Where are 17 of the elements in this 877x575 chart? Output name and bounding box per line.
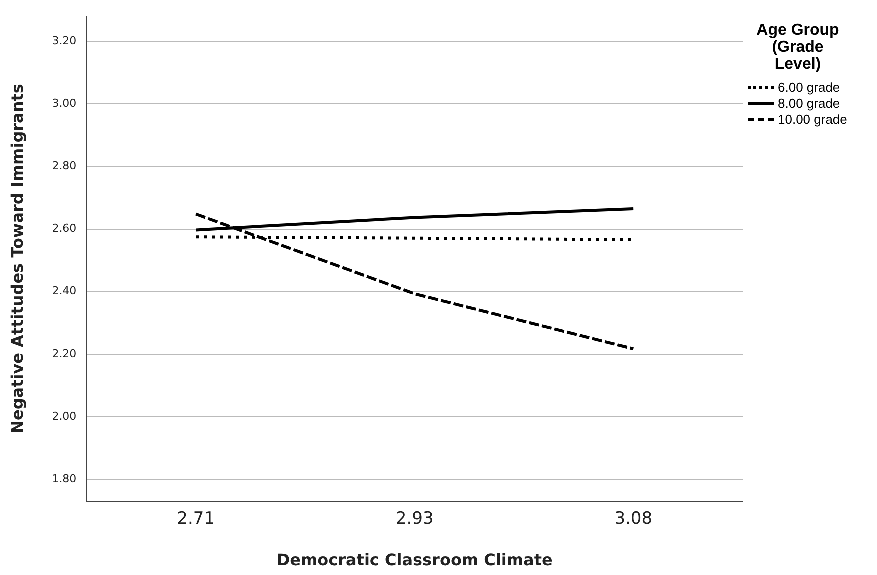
y-tick-label: 3.00 <box>52 97 77 110</box>
y-axis-title: Negative Attitudes Toward Immigrants <box>8 84 27 434</box>
x-axis-title: Democratic Classroom Climate <box>276 550 553 570</box>
y-tick-label: 3.20 <box>52 34 77 48</box>
y-tick-label: 2.60 <box>52 222 77 236</box>
legend-label: 10.00 grade <box>778 112 848 126</box>
y-tick-label: 2.40 <box>52 284 77 298</box>
x-tick-label: 3.08 <box>614 509 653 530</box>
x-tick-label: 2.71 <box>177 509 216 530</box>
y-tick-label: 2.80 <box>52 160 77 173</box>
legend-label: 6.00 grade <box>778 80 840 94</box>
legend-label: 8.00 grade <box>778 96 840 110</box>
x-tick-label: 2.93 <box>396 509 434 530</box>
legend-title: Age Group (Grade Level) <box>756 22 840 73</box>
y-tick-label: 1.80 <box>52 472 77 486</box>
y-tick-label: 2.00 <box>52 410 77 423</box>
y-tick-label: 2.20 <box>52 347 77 360</box>
